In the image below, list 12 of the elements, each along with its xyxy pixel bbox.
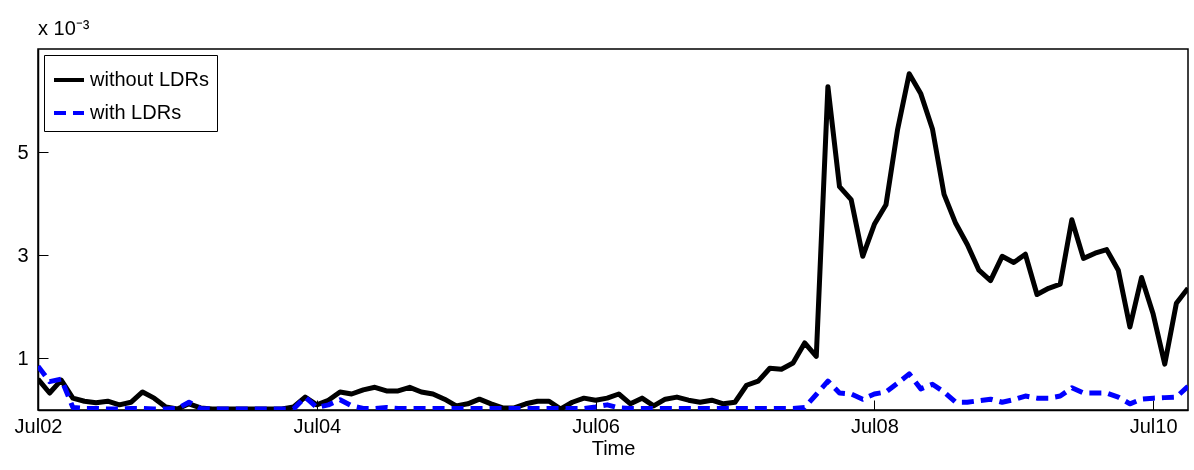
legend-label: without LDRs	[89, 68, 209, 90]
y-tick-label: 3	[17, 243, 29, 266]
y-tick-label: 5	[17, 140, 29, 163]
x-tick-label: Jul04	[293, 414, 342, 437]
x-tick-label: Jul10	[1129, 414, 1178, 437]
x-tick-label: Jul02	[14, 414, 63, 437]
x-tick-label: Jul08	[850, 414, 899, 437]
x-tick-label: Jul06	[572, 414, 620, 437]
x-axis-title: Time	[591, 436, 636, 459]
y-tick-label: 1	[17, 346, 29, 369]
legend-label: with LDRs	[89, 101, 182, 123]
text: x 10⁻³	[38, 17, 90, 39]
